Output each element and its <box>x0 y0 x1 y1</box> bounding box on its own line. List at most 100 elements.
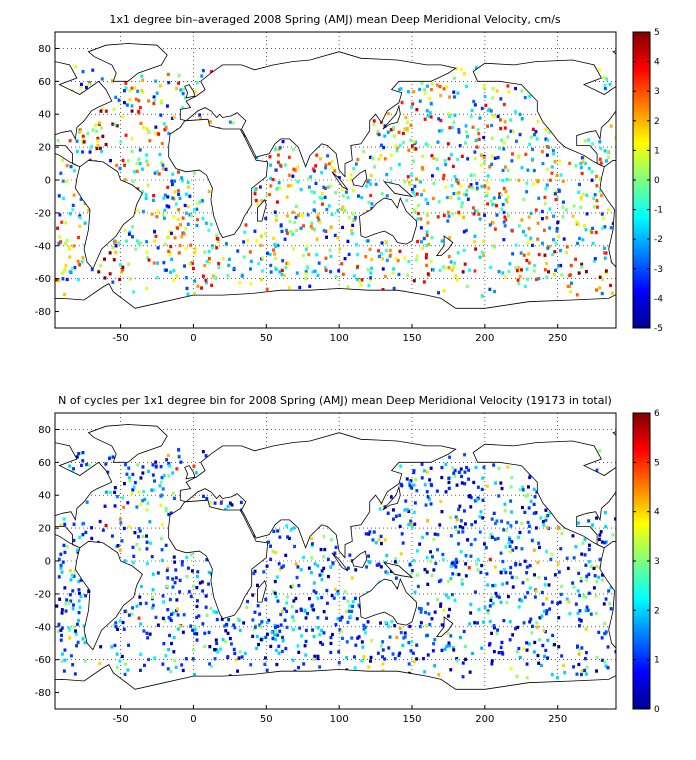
bin-cell <box>495 519 499 523</box>
bin-cell <box>369 271 373 275</box>
bin-cell <box>62 196 65 200</box>
bin-cell <box>412 190 415 195</box>
bin-cell <box>391 652 395 656</box>
bin-cell <box>399 482 403 486</box>
bin-cell <box>503 275 507 279</box>
bin-cell <box>556 601 560 606</box>
bin-cell <box>150 555 154 559</box>
bin-cell <box>454 525 457 529</box>
bin-cell <box>179 88 183 92</box>
bin-cell <box>601 277 604 281</box>
bin-cell <box>552 238 555 242</box>
bin-cell <box>482 465 486 469</box>
bin-cell <box>416 203 420 208</box>
coastline-africa <box>168 118 269 239</box>
bin-cell <box>118 659 122 663</box>
bin-cell <box>68 270 72 274</box>
bin-cell <box>543 268 547 272</box>
bin-cell <box>180 663 184 667</box>
bin-cell <box>486 583 490 587</box>
bin-cell <box>457 507 460 512</box>
bin-cell <box>79 594 83 598</box>
bin-cell <box>463 72 466 76</box>
bin-cell <box>503 224 507 228</box>
bin-cell <box>579 205 583 209</box>
bin-cell <box>55 278 58 282</box>
bin-cell <box>228 120 232 124</box>
y-tick-label: -40 <box>35 622 51 633</box>
bin-cell <box>411 102 415 106</box>
colorbar-tick-label: 3 <box>654 557 660 567</box>
bin-cell <box>290 605 294 609</box>
bin-cell <box>609 585 613 590</box>
bin-cell <box>325 588 329 593</box>
bin-cell <box>291 148 295 152</box>
bin-cell <box>215 641 219 645</box>
bin-cell <box>277 186 281 190</box>
bin-cell <box>409 573 413 577</box>
bin-cell <box>367 179 371 183</box>
bin-cell <box>98 121 102 125</box>
bin-cell <box>414 147 418 151</box>
bin-cell <box>474 209 477 213</box>
bin-cell <box>219 501 223 505</box>
bin-cell <box>145 127 149 131</box>
bin-cell <box>431 196 435 201</box>
bin-cell <box>271 549 275 553</box>
bin-cell <box>127 232 131 236</box>
bin-cell <box>403 127 407 131</box>
bin-cell <box>462 248 466 253</box>
bin-cell <box>439 118 443 123</box>
bin-cell <box>255 634 259 639</box>
bin-cell <box>314 164 318 168</box>
bin-cell <box>327 185 330 189</box>
bin-cell <box>601 226 605 230</box>
bin-cell <box>157 172 161 176</box>
bin-cell <box>205 259 209 264</box>
bin-cell <box>376 651 380 655</box>
bin-cell <box>456 181 460 185</box>
bin-cell <box>73 169 76 173</box>
bin-cell <box>527 530 531 534</box>
bin-cell <box>58 213 62 217</box>
bin-cell <box>349 615 353 619</box>
colorbar-tick-label: 5 <box>654 28 660 38</box>
bin-cell <box>500 138 503 142</box>
bin-cell <box>381 640 385 644</box>
bin-cell <box>346 620 350 624</box>
bin-cell <box>100 77 104 81</box>
coastline-japan <box>382 485 401 511</box>
bin-cell <box>282 564 285 568</box>
bin-cell <box>389 153 393 157</box>
bin-cell <box>432 537 436 541</box>
bin-cell <box>249 663 253 667</box>
bin-cell <box>346 599 350 603</box>
bin-cell <box>537 575 541 580</box>
bin-cell <box>162 600 165 604</box>
bin-cell <box>98 661 102 665</box>
bin-cell <box>83 221 87 225</box>
bin-cell <box>413 193 417 198</box>
bin-cell <box>509 524 513 528</box>
bin-cell <box>72 467 75 471</box>
bin-cell <box>498 192 502 196</box>
bin-cell <box>194 471 198 475</box>
bin-cell <box>419 180 422 184</box>
bin-cell <box>296 165 300 169</box>
bin-cell <box>452 90 456 94</box>
bin-cell <box>59 171 63 175</box>
bin-cell <box>559 173 563 177</box>
bin-cell <box>587 166 591 171</box>
bin-cell <box>381 655 384 659</box>
bin-cell <box>418 87 422 92</box>
bin-cell <box>460 201 464 205</box>
bin-cell <box>369 276 373 280</box>
bin-cell <box>381 267 385 271</box>
bin-cell <box>215 233 219 238</box>
bin-cell <box>257 642 260 647</box>
bin-cell <box>196 284 200 288</box>
bin-cell <box>548 607 552 611</box>
bin-cell <box>310 544 314 548</box>
bin-cell <box>595 516 598 520</box>
bin-cell <box>464 124 468 128</box>
